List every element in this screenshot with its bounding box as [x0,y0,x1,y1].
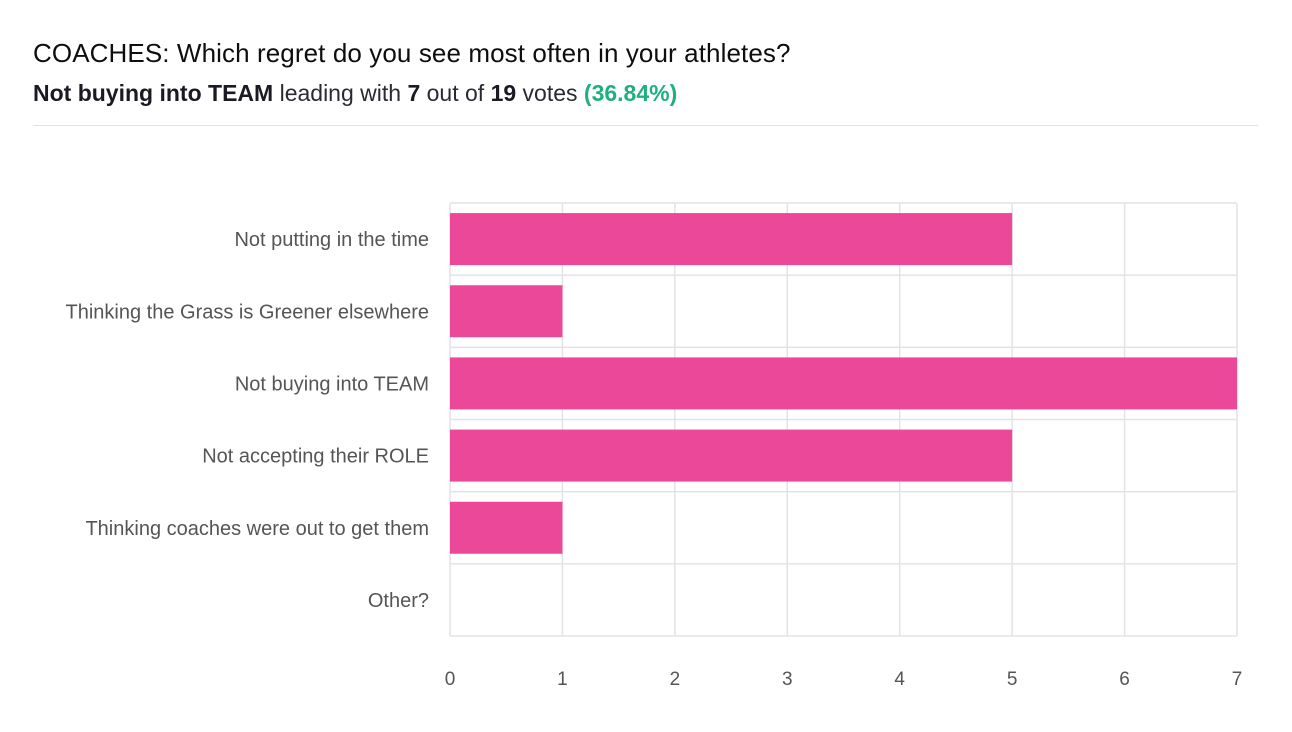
bar [450,429,1013,482]
x-tick-label: 7 [1232,669,1243,690]
votes-text: votes [522,80,578,106]
bar [450,357,1237,410]
x-tick-label: 0 [445,669,456,690]
poll-header: COACHES: Which regret do you see most of… [33,36,1258,108]
out-of-text: out of [426,80,485,106]
x-tick-label: 6 [1119,669,1130,690]
bar [450,501,563,554]
x-tick-label: 1 [557,669,568,690]
total-votes: 19 [490,80,517,106]
category-label: Not accepting their ROLE [202,446,429,468]
leader-percent: (36.84%) [583,80,678,106]
leading-option: Not buying into TEAM [33,80,274,106]
category-label: Not buying into TEAM [235,373,429,395]
leading-with-text: leading with [279,80,402,106]
header-divider [33,125,1258,126]
bar [450,213,1013,266]
category-label: Other? [368,590,429,612]
x-tick-label: 5 [1007,669,1018,690]
category-label: Thinking the Grass is Greener elsewhere [66,301,430,323]
poll-summary: Not buying into TEAM leading with 7 out … [33,78,1258,108]
poll-title: COACHES: Which regret do you see most of… [33,38,791,68]
category-label: Thinking coaches were out to get them [85,518,429,540]
bar [450,285,563,338]
leader-votes: 7 [407,80,421,106]
x-tick-label: 4 [894,669,905,690]
x-tick-label: 2 [670,669,681,690]
category-label: Not putting in the time [234,229,429,251]
x-tick-label: 3 [782,669,793,690]
